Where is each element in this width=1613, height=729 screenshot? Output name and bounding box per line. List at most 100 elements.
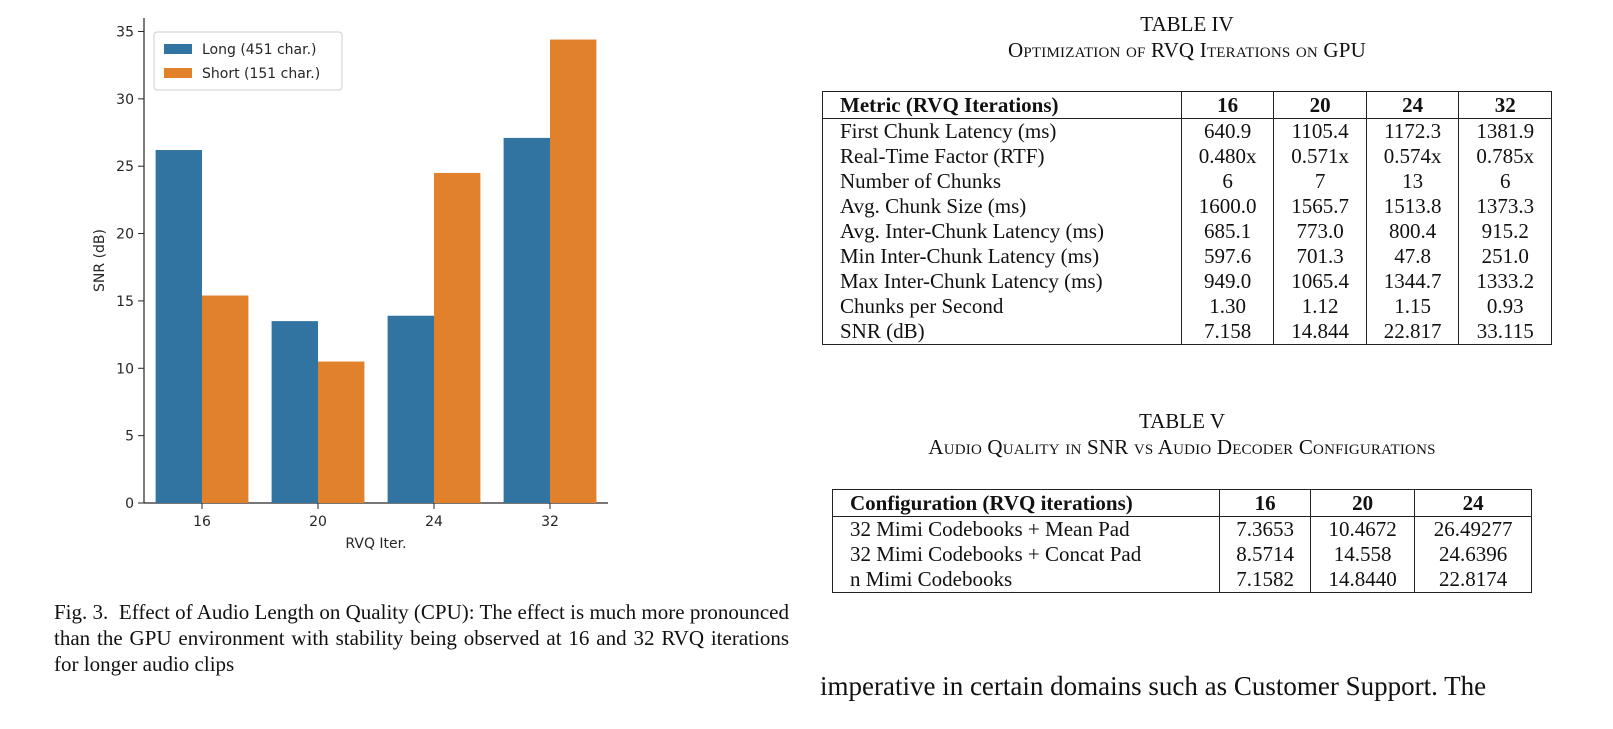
- table4-header-cell: 24: [1365, 91, 1460, 119]
- bar-short-16: [202, 295, 249, 503]
- value-cell: 685.1: [1180, 219, 1275, 244]
- value-cell: 1172.3: [1365, 118, 1460, 144]
- row-label-cell: 32 Mimi Codebooks + Concat Pad: [831, 542, 1221, 567]
- value-cell: 1.15: [1365, 294, 1460, 319]
- legend-label: Long (451 char.): [202, 42, 317, 58]
- legend-box: [153, 31, 343, 91]
- value-cell: 773.0: [1273, 219, 1367, 244]
- value-cell: 1065.4: [1273, 269, 1367, 294]
- value-cell: 1381.9: [1458, 118, 1552, 144]
- table5-header-cell: 20: [1310, 489, 1416, 517]
- table-4-number: TABLE IV: [1140, 12, 1234, 36]
- table-4-body: First Chunk Latency (ms) 640.9 1105.4 1172.…: [822, 118, 1552, 345]
- bar-long-20: [271, 321, 318, 503]
- value-cell: 1600.0: [1180, 194, 1275, 219]
- value-cell: 26.49277: [1414, 516, 1532, 542]
- bar-long-24: [387, 315, 434, 503]
- row-label-cell: Real-Time Factor (RTF): [822, 144, 1182, 169]
- chart-svg: 0 5 10 15 20 25 30 35 16 20 24 32 RVQ Iter. SNR (dB) L…: [92, 18, 608, 552]
- value-cell: 7: [1273, 169, 1367, 194]
- table-5-heading: TABLE V Audio Quality in SNR vs Audio De…: [832, 408, 1532, 460]
- value-cell: 6: [1458, 169, 1552, 194]
- table-row: Avg. Chunk Size (ms) 1600.0 1565.7 1513.8 13…: [822, 194, 1552, 219]
- value-cell: 0.785x: [1458, 144, 1552, 169]
- value-cell: 1333.2: [1458, 269, 1552, 294]
- value-cell: 701.3: [1273, 244, 1367, 269]
- row-label-cell: Max Inter-Chunk Latency (ms): [822, 269, 1182, 294]
- y-tick-label: 20: [116, 227, 134, 243]
- value-cell: 1373.3: [1458, 194, 1552, 219]
- table-5-body: 32 Mimi Codebooks + Mean Pad 7.3653 10.467…: [831, 516, 1532, 593]
- figure-caption-label: Fig. 3.: [54, 600, 109, 624]
- value-cell: 0.571x: [1273, 144, 1367, 169]
- table-4-heading: TABLE IV Optimization of RVQ Iterations …: [822, 11, 1552, 63]
- table-row: Chunks per Second 1.30 1.12 1.15 0.93: [822, 294, 1552, 319]
- table-row: Avg. Inter-Chunk Latency (ms) 685.1 773.0 8…: [822, 219, 1552, 244]
- bar-short-24: [434, 172, 481, 504]
- table4-header-cell: 16: [1180, 91, 1275, 119]
- row-label-cell: Min Inter-Chunk Latency (ms): [822, 244, 1182, 269]
- figure-caption: Fig. 3. Effect of Audio Length on Qualit…: [54, 599, 789, 677]
- value-cell: 1.12: [1273, 294, 1367, 319]
- value-cell: 33.115: [1458, 319, 1552, 345]
- x-tick-label: 32: [541, 514, 559, 530]
- row-label-cell: Chunks per Second: [822, 294, 1182, 319]
- table-row: 32 Mimi Codebooks + Concat Pad 8.5714 14.5…: [831, 542, 1532, 567]
- legend-label: Short (151 char.): [202, 66, 320, 82]
- row-label-cell: 32 Mimi Codebooks + Mean Pad: [831, 516, 1221, 542]
- value-cell: 6: [1180, 169, 1275, 194]
- table5-header-cell: Configuration (RVQ iterations): [831, 489, 1221, 517]
- y-tick-label: 0: [125, 496, 134, 512]
- legend-swatch: [164, 44, 192, 54]
- snr-bar-chart: 0 5 10 15 20 25 30 35 16 20 24 32 RVQ Iter. SNR (dB) L…: [80, 10, 640, 570]
- y-tick-label: 30: [116, 92, 134, 108]
- x-tick-label: 20: [309, 514, 327, 530]
- figure-caption-text: Effect of Audio Length on Quality (CPU):…: [54, 600, 790, 676]
- value-cell: 7.1582: [1219, 567, 1312, 593]
- value-cell: 915.2: [1458, 219, 1552, 244]
- y-tick-label: 35: [116, 24, 134, 40]
- table-row: 32 Mimi Codebooks + Mean Pad 7.3653 10.467…: [831, 516, 1532, 542]
- bar-long-16: [155, 150, 202, 503]
- table4-header-cell: Metric (RVQ Iterations): [822, 91, 1182, 119]
- row-label-cell: n Mimi Codebooks: [831, 567, 1221, 593]
- bar-short-20: [318, 361, 365, 503]
- legend-swatch: [164, 68, 192, 78]
- row-label-cell: Number of Chunks: [822, 169, 1182, 194]
- value-cell: 949.0: [1180, 269, 1275, 294]
- value-cell: 1105.4: [1273, 118, 1367, 144]
- y-tick-label: 15: [116, 294, 134, 310]
- table-5-header-row: Configuration (RVQ iterations) 16 20 24: [831, 489, 1532, 517]
- table-row: n Mimi Codebooks 7.1582 14.8440 22.8174: [831, 567, 1532, 593]
- value-cell: 251.0: [1458, 244, 1552, 269]
- table-row: Max Inter-Chunk Latency (ms) 949.0 1065.4 1…: [822, 269, 1552, 294]
- y-tick-label: 10: [116, 361, 134, 377]
- value-cell: 22.8174: [1414, 567, 1532, 593]
- value-cell: 10.4672: [1310, 516, 1416, 542]
- body-text-line: imperative in certain domains such as Cu…: [820, 671, 1487, 701]
- value-cell: 1.30: [1180, 294, 1275, 319]
- value-cell: 1565.7: [1273, 194, 1367, 219]
- value-cell: 14.844: [1273, 319, 1367, 345]
- value-cell: 7.158: [1180, 319, 1275, 345]
- value-cell: 0.93: [1458, 294, 1552, 319]
- table-4: Metric (RVQ Iterations) 16 20 24 32 First Ch…: [822, 91, 1552, 345]
- row-label-cell: Avg. Chunk Size (ms): [822, 194, 1182, 219]
- value-cell: 1513.8: [1365, 194, 1460, 219]
- row-label-cell: SNR (dB): [822, 319, 1182, 345]
- row-label-cell: First Chunk Latency (ms): [822, 118, 1182, 144]
- table-row: Real-Time Factor (RTF) 0.480x 0.571x 0.574x…: [822, 144, 1552, 169]
- table-5: Configuration (RVQ iterations) 16 20 24 32 …: [831, 489, 1532, 593]
- bar-short-32: [550, 39, 597, 504]
- y-tick-label: 5: [125, 429, 134, 445]
- y-tick-label: 25: [116, 159, 134, 175]
- value-cell: 22.817: [1365, 319, 1460, 345]
- bar-long-32: [503, 137, 550, 503]
- value-cell: 14.558: [1310, 542, 1416, 567]
- table-row: Number of Chunks 6 7 13 6: [822, 169, 1552, 194]
- y-axis-label: SNR (dB): [92, 229, 108, 292]
- table-4-title: Optimization of RVQ Iterations on GPU: [1008, 38, 1366, 62]
- table4-header-cell: 32: [1458, 91, 1552, 119]
- value-cell: 7.3653: [1219, 516, 1312, 542]
- value-cell: 1344.7: [1365, 269, 1460, 294]
